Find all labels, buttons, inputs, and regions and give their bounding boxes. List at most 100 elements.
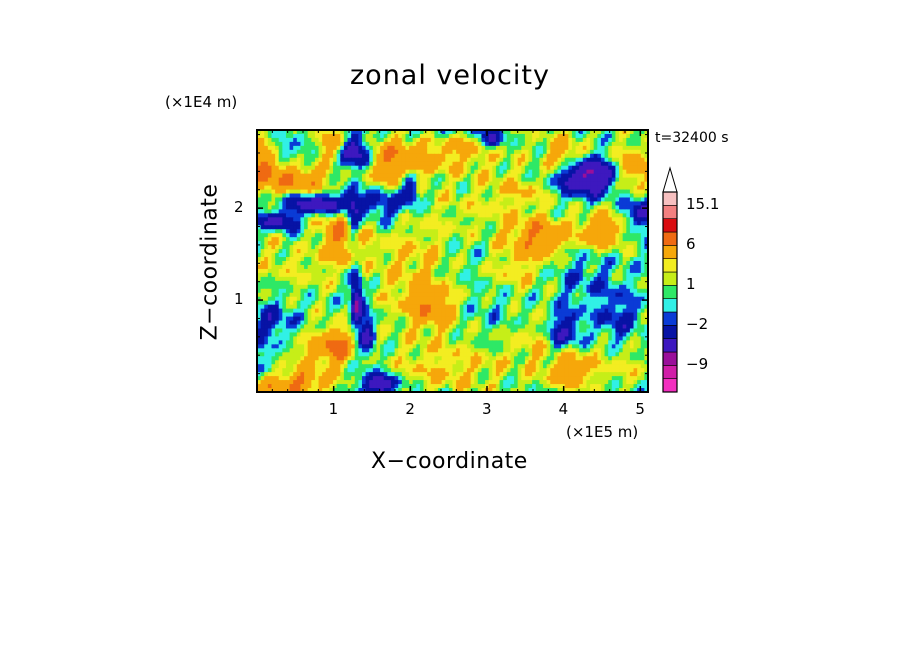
field-cell	[579, 308, 584, 314]
field-cell	[282, 312, 287, 318]
field-cell	[361, 288, 367, 294]
field-cell	[372, 257, 378, 262]
field-cell	[390, 145, 396, 151]
field-cell	[466, 284, 472, 290]
field-cell	[347, 130, 352, 135]
field-cell	[427, 257, 432, 262]
field-cell	[311, 288, 316, 294]
field-cell	[561, 145, 566, 151]
field-cell	[365, 308, 370, 314]
field-cell	[293, 288, 298, 294]
field-cell	[282, 137, 287, 143]
field-cell	[409, 229, 414, 234]
field-cell	[448, 201, 454, 207]
field-cell	[383, 241, 388, 246]
field-cell	[267, 308, 273, 314]
field-cell	[307, 241, 312, 246]
field-cell	[445, 272, 450, 278]
field-cell	[539, 185, 544, 191]
field-cell	[329, 153, 334, 159]
field-cell	[343, 261, 349, 266]
field-cell	[405, 245, 410, 250]
field-cell	[633, 268, 638, 274]
field-cell	[401, 284, 407, 290]
field-cell	[260, 137, 265, 143]
field-cell	[571, 245, 577, 250]
field-cell	[380, 233, 385, 238]
field-cell	[296, 272, 302, 278]
field-cell	[322, 130, 327, 135]
field-cell	[296, 189, 302, 195]
field-cell	[452, 288, 457, 294]
field-cell	[438, 300, 443, 306]
field-cell	[517, 300, 522, 306]
field-cell	[322, 137, 327, 143]
field-cell	[383, 169, 388, 175]
field-cell	[416, 217, 421, 222]
field-cell	[597, 141, 602, 147]
field-cell	[633, 233, 638, 238]
field-cell	[278, 257, 283, 262]
field-cell	[481, 153, 486, 159]
field-cell	[499, 213, 504, 218]
field-cell	[470, 233, 475, 238]
field-cell	[539, 193, 544, 199]
field-cell	[611, 193, 617, 199]
field-cell	[499, 225, 504, 230]
field-cell	[510, 229, 515, 234]
field-cell	[619, 288, 624, 294]
field-cell	[351, 217, 356, 222]
field-cell	[485, 296, 490, 302]
field-cell	[561, 229, 566, 234]
field-cell	[608, 300, 613, 306]
field-cell	[300, 233, 305, 238]
field-cell	[419, 189, 425, 195]
field-cell	[372, 141, 378, 147]
field-cell	[633, 241, 638, 246]
field-cell	[383, 264, 388, 270]
field-cell	[550, 268, 555, 274]
field-cell	[463, 201, 468, 207]
field-cell	[495, 189, 501, 195]
field-cell	[543, 141, 548, 147]
field-cell	[557, 225, 562, 230]
field-cell	[419, 308, 425, 314]
field-cell	[419, 280, 425, 286]
field-cell	[579, 130, 584, 135]
field-cell	[619, 201, 624, 207]
field-cell	[293, 308, 298, 314]
field-cell	[506, 225, 512, 230]
field-cell	[347, 241, 352, 246]
field-cell	[383, 149, 388, 155]
field-cell	[528, 241, 533, 246]
field-cell	[434, 229, 439, 234]
field-cell	[485, 153, 490, 159]
field-cell	[405, 181, 410, 187]
field-cell	[550, 288, 555, 294]
field-cell	[318, 241, 323, 246]
field-cell	[383, 257, 388, 262]
field-cell	[361, 133, 367, 139]
field-cell	[557, 229, 562, 234]
field-cell	[633, 149, 638, 155]
field-cell	[285, 308, 291, 314]
field-cell	[568, 229, 573, 234]
field-cell	[365, 197, 370, 203]
field-cell	[459, 193, 464, 199]
field-cell	[289, 229, 294, 234]
field-cell	[351, 141, 356, 147]
field-cell	[405, 304, 410, 310]
colorbar-label: −2	[686, 315, 709, 334]
field-cell	[604, 280, 609, 286]
field-cell	[419, 177, 425, 183]
field-cell	[579, 189, 584, 195]
field-cell	[474, 165, 479, 171]
field-cell	[419, 241, 425, 246]
field-cell	[434, 245, 439, 250]
field-cell	[282, 304, 287, 310]
field-cell	[285, 217, 291, 222]
time-annotation: t=32400 s	[655, 130, 729, 146]
field-cell	[543, 245, 548, 250]
field-cell	[445, 296, 450, 302]
field-cell	[300, 300, 305, 306]
